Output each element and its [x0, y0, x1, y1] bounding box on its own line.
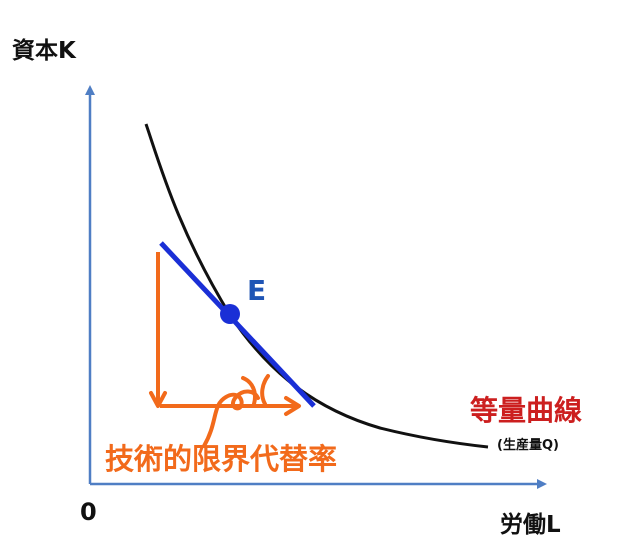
angle-mark: [260, 374, 270, 406]
isoquant-curve: [144, 123, 489, 449]
x-axis-label: 労働L: [500, 512, 561, 538]
mrts-horizontal-arrowhead: [284, 396, 301, 416]
mrts-vertical-arrowhead: [149, 391, 167, 408]
point-e-label: E: [247, 274, 267, 307]
isoquant-sublabel: (生産量Q): [497, 438, 559, 453]
tangent-line: [159, 241, 316, 408]
mrts-pointer: [202, 389, 260, 448]
tangent-point-e: [220, 304, 240, 324]
angle-mark-small: [241, 376, 257, 406]
isoquant-label: 等量曲線: [470, 394, 583, 427]
origin-label: 0: [80, 498, 97, 526]
y-axis-label: 資本K: [12, 38, 76, 64]
mrts-label: 技術的限界代替率: [105, 442, 338, 476]
